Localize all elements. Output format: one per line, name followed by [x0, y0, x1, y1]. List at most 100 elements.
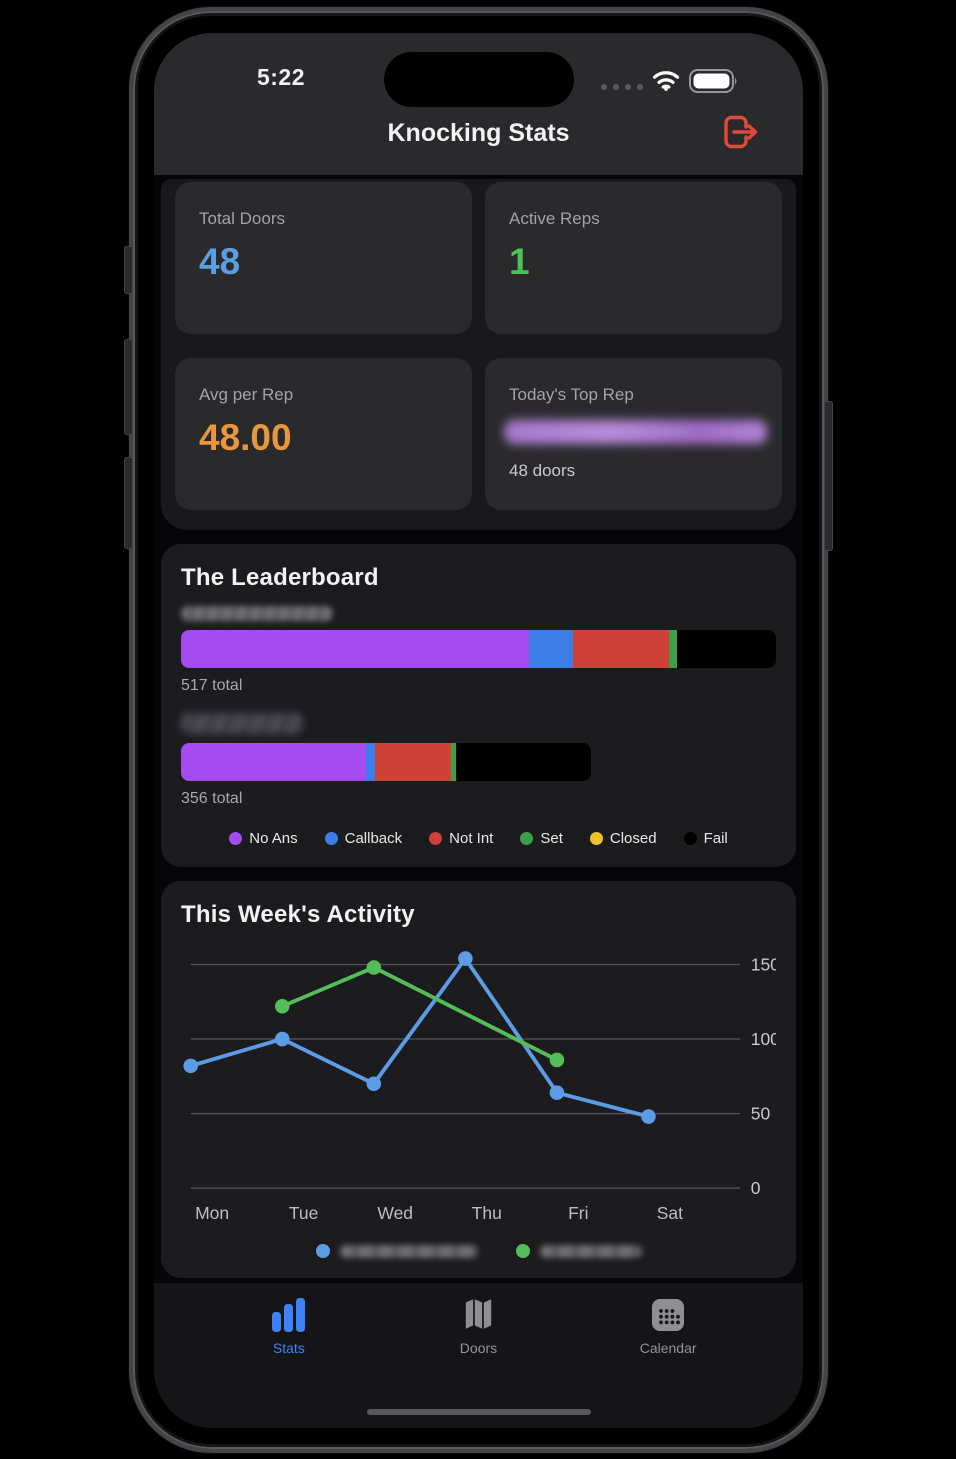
leaderboard-stacked-bar	[181, 743, 591, 781]
stat-value: 48	[199, 241, 241, 282]
bezel: 5:22	[138, 16, 819, 1444]
activity-title: This Week's Activity	[181, 901, 415, 928]
screen: 5:22	[154, 33, 803, 1428]
stat-value: 1	[509, 241, 530, 282]
tab-stats[interactable]: Stats	[229, 1296, 349, 1356]
top-rep-doors: 48 doors	[509, 461, 576, 480]
redacted-rep-name	[181, 606, 333, 621]
bar-segment-set	[451, 743, 457, 781]
stat-card-active-reps: Active Reps 1	[485, 182, 782, 334]
leaderboard-title: The Leaderboard	[181, 564, 379, 591]
redacted-rep-name	[181, 713, 303, 734]
redacted-series-name	[339, 1244, 478, 1258]
legend-dot	[589, 832, 603, 845]
svg-text:Sat: Sat	[657, 1203, 683, 1223]
legend-label: No Ans	[249, 830, 298, 847]
tab-label: Doors	[459, 1340, 498, 1356]
legend-item: Not Int	[429, 830, 493, 847]
stat-label: Active Reps	[509, 209, 600, 228]
status-time: 5:22	[256, 64, 306, 90]
legend-dot	[324, 832, 338, 845]
phone-frame: 5:22	[124, 7, 833, 1453]
legend-label: Fail	[703, 830, 728, 847]
bar-chart-icon	[271, 1298, 305, 1332]
rep-total: 356 total	[181, 790, 243, 807]
bar-segment-fail	[677, 630, 776, 668]
redacted-top-rep-name	[504, 420, 767, 444]
stat-card-total-doors: Total Doors 48	[175, 182, 472, 334]
legend-label: Closed	[609, 830, 657, 847]
leaderboard-row: 517 total	[181, 606, 776, 695]
activity-chart-legend	[181, 1244, 776, 1258]
status-bar: 5:22	[154, 33, 803, 107]
bar-segment-callback	[366, 743, 376, 781]
stat-card-top-rep: Today's Top Rep 48 doors	[485, 358, 782, 510]
dynamic-island	[383, 52, 574, 107]
svg-text:Mon: Mon	[195, 1203, 229, 1223]
bar-segment-set	[668, 630, 678, 668]
cellular-signal-icon	[601, 83, 643, 90]
legend-label: Callback	[344, 830, 403, 847]
battery-icon	[689, 69, 739, 98]
rep-total: 517 total	[181, 677, 243, 694]
chart-legend-item	[515, 1244, 642, 1258]
stat-value: 48.00	[199, 417, 292, 458]
top-chrome: 5:22	[154, 33, 803, 175]
leaderboard-stacked-bar	[181, 630, 776, 668]
legend-item: Set	[520, 830, 563, 847]
legend-label: Set	[540, 830, 563, 847]
bar-segment-no-ans	[181, 630, 529, 668]
leaderboard-card: The Leaderboard 517 total 356 total No A…	[161, 544, 796, 867]
bar-segment-fail	[456, 743, 591, 781]
leaderboard-row: 356 total	[181, 713, 776, 808]
stat-label: Total Doors	[199, 209, 285, 228]
svg-text:150: 150	[751, 954, 776, 974]
svg-text:Wed: Wed	[377, 1203, 413, 1223]
legend-item: Closed	[589, 830, 657, 847]
legend-dot	[429, 832, 443, 845]
tab-label: Calendar	[639, 1340, 697, 1356]
volume-down-button[interactable]	[124, 457, 133, 549]
stat-label: Avg per Rep	[199, 385, 294, 404]
power-button[interactable]	[824, 401, 833, 551]
legend-label: Not Int	[449, 830, 494, 847]
legend-dot	[520, 832, 534, 845]
svg-text:50: 50	[751, 1103, 771, 1123]
action-button[interactable]	[124, 246, 133, 294]
svg-text:100: 100	[751, 1029, 776, 1049]
wifi-icon	[652, 70, 680, 97]
chart-legend-dot	[515, 1244, 530, 1258]
tab-bar: Stats Doors	[154, 1282, 803, 1428]
svg-text:0: 0	[751, 1178, 761, 1198]
redacted-series-name	[539, 1244, 642, 1258]
leaderboard-legend: No Ans Callback Not Int Set Closed Fail	[181, 830, 776, 847]
bar-segment-callback	[528, 630, 574, 668]
main-content: Total Doors 48 Active Reps 1 Avg per Rep…	[154, 175, 803, 1282]
stat-label: Today's Top Rep	[509, 385, 634, 404]
legend-item: Callback	[324, 830, 403, 847]
activity-line-chart: 150 100 50 0 Mon Tue Wed Thu Fri Sat	[181, 939, 780, 1240]
tab-label: Stats	[272, 1340, 305, 1356]
svg-text:Thu: Thu	[472, 1203, 502, 1223]
nav-header: Knocking Stats	[154, 105, 803, 161]
bar-segment-not-int	[375, 743, 452, 781]
svg-text:Fri: Fri	[568, 1203, 588, 1223]
activity-card: This Week's Activity 150 100 50 0 Mon Tue Wed T…	[161, 881, 796, 1278]
tab-calendar[interactable]: Calendar	[608, 1296, 728, 1356]
chart-legend-item	[315, 1244, 478, 1258]
logout-button[interactable]	[715, 109, 759, 155]
volume-up-button[interactable]	[124, 339, 133, 435]
calendar-icon	[652, 1299, 685, 1331]
bar-segment-no-ans	[181, 743, 367, 781]
legend-item: No Ans	[229, 830, 298, 847]
stats-summary-section: Total Doors 48 Active Reps 1 Avg per Rep…	[161, 179, 796, 530]
svg-text:Tue: Tue	[289, 1203, 319, 1223]
home-indicator[interactable]	[366, 1409, 591, 1415]
bar-segment-not-int	[573, 630, 669, 668]
chart-legend-dot	[315, 1244, 330, 1258]
tab-doors[interactable]: Doors	[418, 1296, 538, 1356]
stat-card-avg-per-rep: Avg per Rep 48.00	[175, 358, 472, 510]
legend-dot	[683, 832, 697, 845]
logout-icon	[724, 115, 758, 149]
page-title: Knocking Stats	[387, 118, 570, 147]
